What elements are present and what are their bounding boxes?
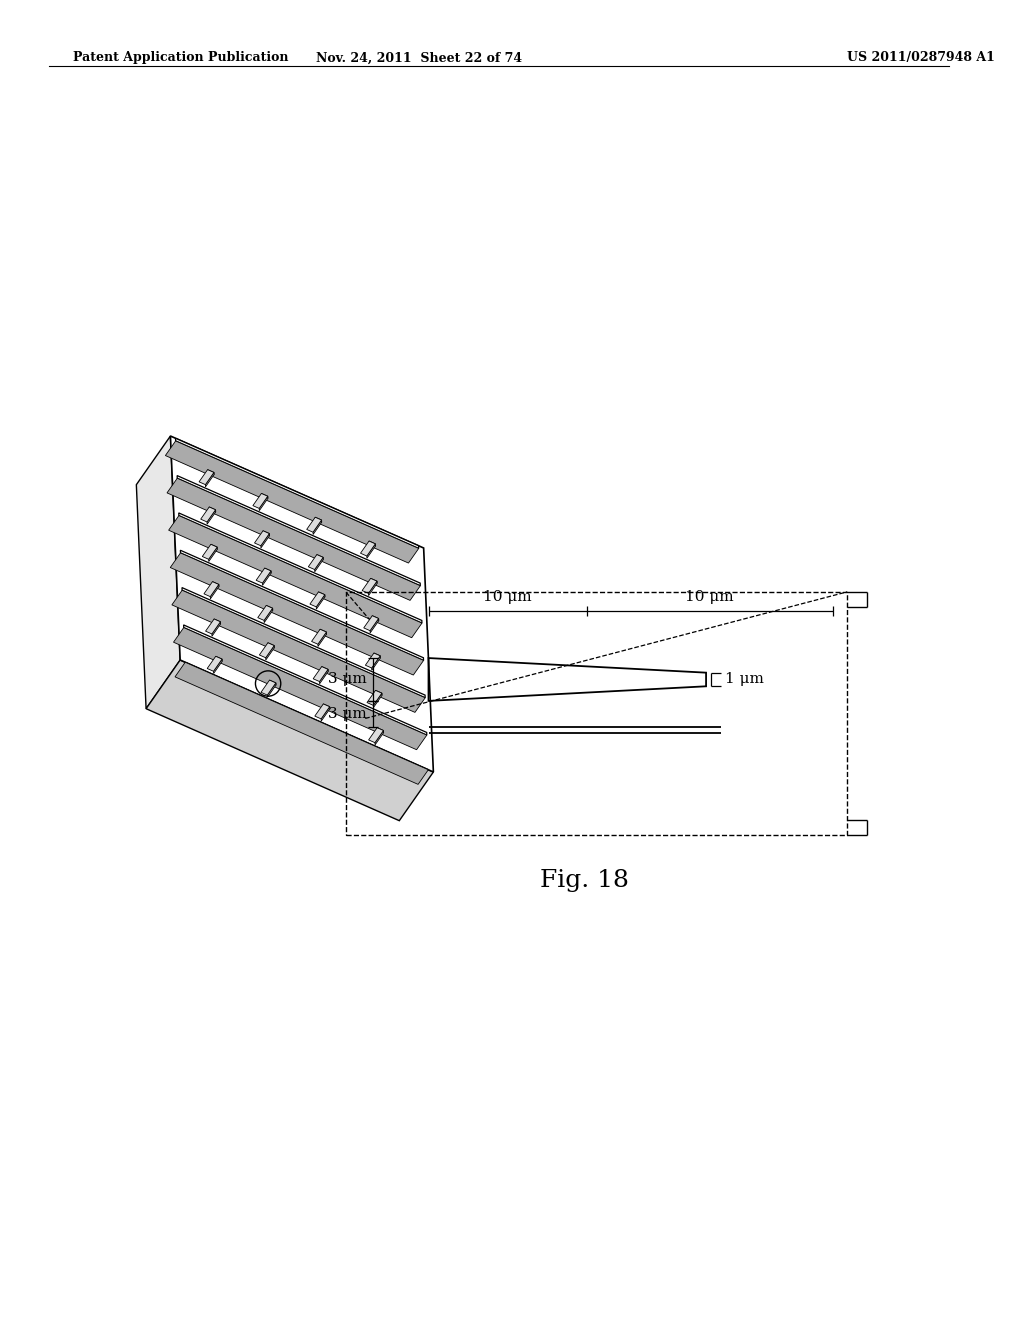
Polygon shape: [182, 587, 425, 698]
Polygon shape: [313, 667, 328, 681]
Polygon shape: [317, 632, 327, 647]
Polygon shape: [216, 656, 222, 661]
Polygon shape: [206, 619, 220, 634]
Polygon shape: [266, 606, 272, 610]
Polygon shape: [376, 690, 382, 696]
Polygon shape: [175, 438, 419, 548]
Polygon shape: [261, 680, 275, 696]
Polygon shape: [211, 544, 217, 549]
Polygon shape: [375, 730, 384, 744]
Polygon shape: [253, 494, 267, 508]
Polygon shape: [166, 441, 419, 564]
Polygon shape: [261, 533, 269, 548]
Polygon shape: [369, 727, 383, 743]
Polygon shape: [313, 520, 322, 535]
Polygon shape: [369, 581, 377, 595]
Polygon shape: [169, 516, 422, 638]
Polygon shape: [269, 680, 275, 685]
Polygon shape: [321, 630, 327, 635]
Polygon shape: [204, 582, 219, 597]
Text: Patent Application Publication: Patent Application Publication: [73, 51, 289, 65]
Polygon shape: [214, 659, 222, 673]
Polygon shape: [183, 624, 427, 735]
Polygon shape: [373, 615, 379, 620]
Polygon shape: [179, 513, 422, 623]
Polygon shape: [377, 727, 384, 733]
Polygon shape: [136, 436, 180, 709]
Polygon shape: [268, 643, 274, 648]
Polygon shape: [314, 557, 324, 572]
Text: Fig. 18: Fig. 18: [540, 870, 629, 892]
Polygon shape: [369, 541, 376, 546]
Polygon shape: [185, 663, 428, 770]
Polygon shape: [212, 582, 219, 586]
Polygon shape: [308, 554, 324, 569]
Polygon shape: [314, 704, 330, 719]
Polygon shape: [146, 660, 433, 821]
Polygon shape: [256, 568, 271, 583]
Polygon shape: [262, 572, 271, 585]
Polygon shape: [175, 663, 428, 784]
Text: 3 μm: 3 μm: [329, 672, 368, 686]
Polygon shape: [306, 517, 322, 532]
Polygon shape: [259, 643, 274, 657]
Text: 1 μm: 1 μm: [725, 672, 764, 686]
Polygon shape: [316, 595, 325, 609]
Text: 10 μm: 10 μm: [483, 590, 531, 603]
Polygon shape: [173, 627, 427, 750]
Polygon shape: [167, 478, 420, 601]
Polygon shape: [265, 645, 274, 660]
Polygon shape: [362, 578, 377, 594]
Polygon shape: [367, 690, 382, 705]
Polygon shape: [214, 619, 220, 624]
Polygon shape: [324, 704, 330, 709]
Polygon shape: [203, 544, 217, 560]
Polygon shape: [374, 653, 380, 659]
Polygon shape: [367, 544, 376, 558]
Polygon shape: [206, 473, 214, 487]
Polygon shape: [255, 531, 269, 545]
Polygon shape: [316, 554, 324, 560]
Polygon shape: [210, 585, 219, 599]
Polygon shape: [322, 706, 330, 721]
Polygon shape: [311, 630, 327, 644]
Polygon shape: [170, 436, 433, 772]
Text: 10 μm: 10 μm: [685, 590, 734, 603]
Polygon shape: [201, 507, 215, 521]
Polygon shape: [207, 510, 216, 524]
Polygon shape: [264, 609, 272, 623]
Polygon shape: [259, 496, 268, 511]
Polygon shape: [208, 470, 214, 475]
Polygon shape: [318, 591, 325, 597]
Polygon shape: [310, 591, 325, 607]
Polygon shape: [172, 590, 425, 713]
Text: 3 μm: 3 μm: [329, 708, 368, 721]
Polygon shape: [263, 531, 269, 536]
Polygon shape: [374, 693, 382, 708]
Text: Nov. 24, 2011  Sheet 22 of 74: Nov. 24, 2011 Sheet 22 of 74: [315, 51, 522, 65]
Polygon shape: [212, 622, 220, 636]
Polygon shape: [209, 546, 217, 561]
Polygon shape: [366, 653, 380, 668]
Polygon shape: [322, 667, 328, 672]
Polygon shape: [370, 619, 379, 632]
Polygon shape: [371, 578, 377, 583]
Polygon shape: [372, 656, 380, 671]
Polygon shape: [360, 541, 376, 556]
Polygon shape: [319, 669, 328, 684]
Polygon shape: [315, 517, 322, 523]
Polygon shape: [170, 553, 424, 675]
Polygon shape: [177, 475, 420, 586]
Polygon shape: [258, 606, 272, 620]
Polygon shape: [364, 615, 379, 631]
Polygon shape: [264, 568, 271, 573]
Polygon shape: [207, 656, 222, 672]
Polygon shape: [209, 507, 216, 512]
Polygon shape: [267, 682, 275, 697]
Polygon shape: [180, 550, 424, 660]
Polygon shape: [261, 494, 268, 499]
Polygon shape: [199, 470, 214, 484]
Text: US 2011/0287948 A1: US 2011/0287948 A1: [847, 51, 995, 65]
